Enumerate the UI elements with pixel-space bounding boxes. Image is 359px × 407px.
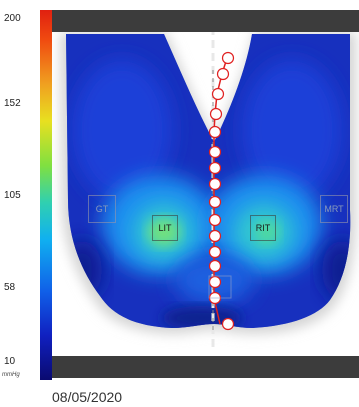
sacral-region-box	[208, 275, 232, 299]
spine-marker	[216, 67, 230, 81]
scale-tick-200: 200	[4, 13, 21, 24]
scale-tick-10: 10	[4, 356, 16, 367]
spine-marker	[208, 145, 222, 159]
spine-marker	[208, 213, 222, 227]
spine-markers	[208, 51, 235, 331]
spine-marker	[209, 107, 223, 121]
scale-tick-105: 105	[4, 190, 21, 201]
spine-marker	[208, 259, 222, 273]
scale-tick-58: 58	[4, 282, 16, 293]
spine-marker	[208, 177, 222, 191]
bottom-band	[52, 356, 359, 378]
spine-marker	[208, 195, 222, 209]
spine-marker	[221, 51, 235, 65]
session-date: 08/05/2020	[52, 389, 123, 405]
spine-marker	[208, 161, 222, 175]
spine-marker	[208, 125, 222, 139]
spine-marker	[208, 245, 222, 259]
pressure-scale: 200 152 105 58 10 mmHg	[0, 0, 52, 382]
spine-marker	[208, 229, 222, 243]
region-box-mrt: MRT	[320, 195, 348, 223]
scale-tick-152: 152	[4, 98, 21, 109]
pressure-color-bar	[40, 10, 52, 380]
pressure-heatmap	[60, 14, 356, 352]
top-band	[52, 10, 359, 32]
spine-marker	[208, 275, 222, 289]
region-box-gt: GT	[88, 195, 116, 223]
region-box-rit: RIT	[250, 215, 276, 241]
spine-marker	[221, 317, 235, 331]
spine-marker	[211, 87, 225, 101]
scale-unit: mmHg	[2, 372, 20, 378]
region-box-lit: LIT	[152, 215, 178, 241]
pressure-map: GT LIT RIT MRT	[52, 10, 359, 380]
